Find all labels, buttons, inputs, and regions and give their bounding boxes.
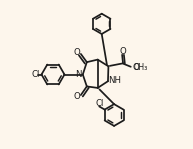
- Text: Cl: Cl: [32, 70, 40, 79]
- Text: N: N: [75, 70, 82, 79]
- Text: NH: NH: [108, 76, 121, 85]
- Text: O: O: [73, 48, 80, 56]
- Text: O: O: [120, 47, 126, 56]
- Text: O: O: [132, 63, 139, 72]
- Text: CH₃: CH₃: [134, 63, 148, 72]
- Text: O: O: [73, 93, 80, 101]
- Text: Cl: Cl: [96, 99, 104, 108]
